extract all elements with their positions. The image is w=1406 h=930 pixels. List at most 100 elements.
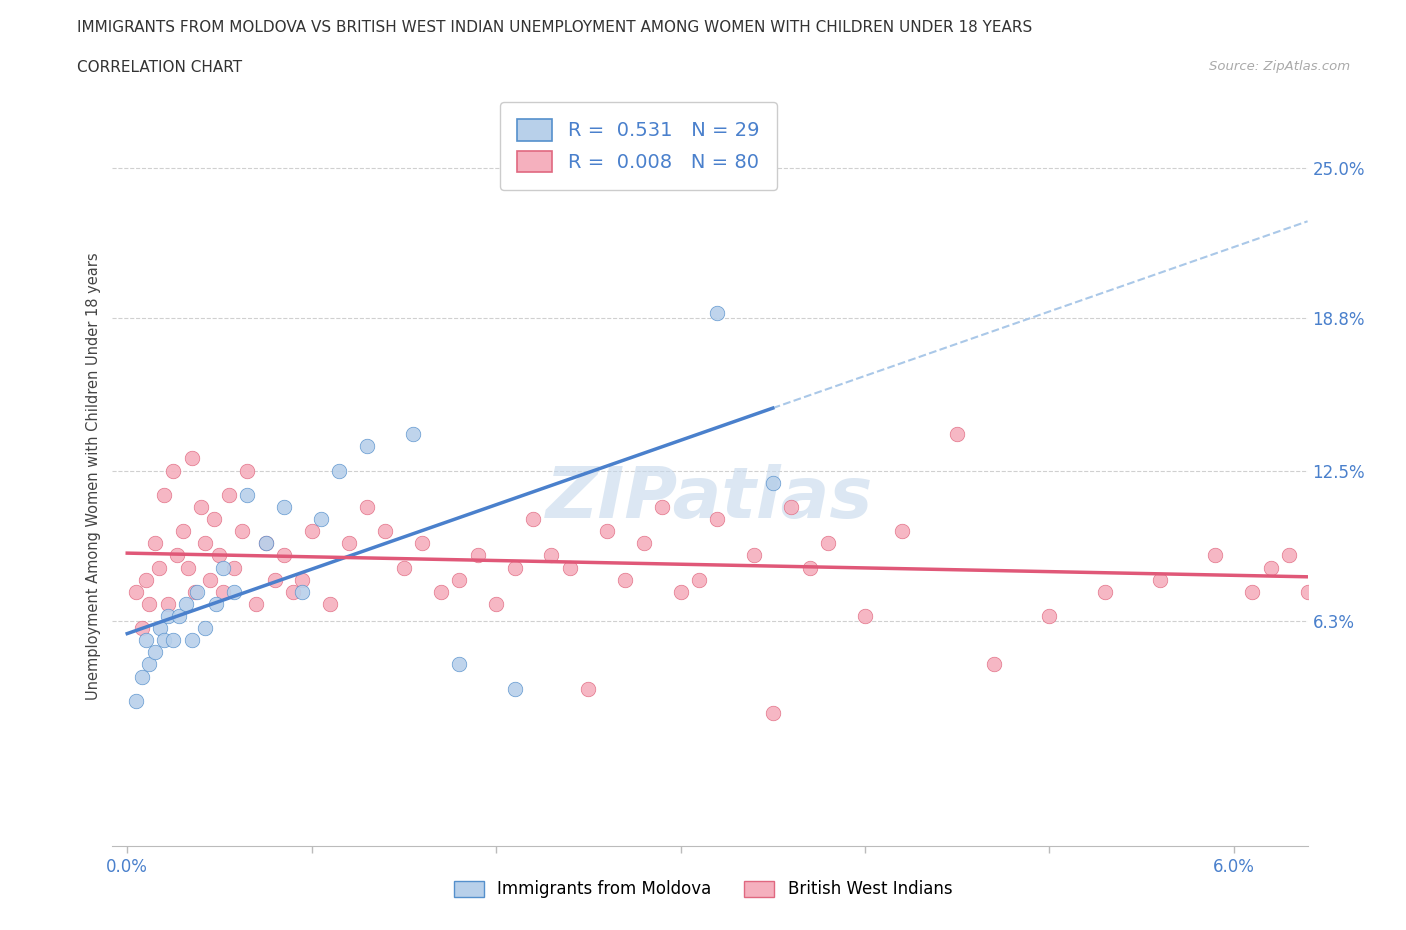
Point [706,306,728,321]
Point [309,512,332,526]
Point [337,536,360,551]
Point [212,560,235,575]
Point [224,584,246,599]
Point [149,620,172,635]
Point [283,584,305,599]
Point [202,512,225,526]
Point [156,608,179,623]
Point [411,536,433,551]
Point [177,560,200,575]
Point [429,584,451,599]
Point [596,524,619,538]
Point [231,524,253,538]
Point [1333,536,1355,551]
Point [633,536,655,551]
Y-axis label: Unemployment Among Women with Children Under 18 years: Unemployment Among Women with Children U… [86,253,101,700]
Point [983,658,1005,672]
Point [392,560,415,575]
Point [143,536,166,551]
Point [254,536,277,551]
Text: IMMIGRANTS FROM MOLDOVA VS BRITISH WEST INDIAN UNEMPLOYMENT AMONG WOMEN WITH CHI: IMMIGRANTS FROM MOLDOVA VS BRITISH WEST … [77,20,1032,35]
Point [200,572,222,587]
Point [319,596,342,611]
Point [291,584,314,599]
Point [167,608,190,623]
Point [273,548,295,563]
Text: ZIPatlas: ZIPatlas [547,464,873,533]
Point [224,560,246,575]
Text: Source: ZipAtlas.com: Source: ZipAtlas.com [1209,60,1350,73]
Point [138,596,160,611]
Point [946,427,969,442]
Point [356,439,378,454]
Point [180,632,202,647]
Point [135,632,157,647]
Point [522,512,544,526]
Point [576,682,599,697]
Point [208,548,231,563]
Point [890,524,912,538]
Point [174,596,197,611]
Point [762,706,785,721]
Point [780,499,803,514]
Point [1149,572,1171,587]
Point [236,487,259,502]
Point [212,584,235,599]
Point [1278,548,1301,563]
Point [467,548,489,563]
Point [166,548,188,563]
Point [1260,560,1282,575]
Point [218,487,240,502]
Point [131,620,153,635]
Point [449,572,471,587]
Point [204,596,226,611]
Point [125,694,148,709]
Point [148,560,170,575]
Point [153,632,176,647]
Text: CORRELATION CHART: CORRELATION CHART [77,60,242,75]
Point [1296,584,1319,599]
Point [853,608,876,623]
Legend: R =  0.531   N = 29, R =  0.008   N = 80: R = 0.531 N = 29, R = 0.008 N = 80 [499,102,778,190]
Point [156,596,179,611]
Point [263,572,285,587]
Point [328,463,350,478]
Legend: Immigrants from Moldova, British West Indians: Immigrants from Moldova, British West In… [447,873,959,905]
Point [190,499,212,514]
Point [1241,584,1264,599]
Point [402,427,425,442]
Point [301,524,323,538]
Point [503,560,526,575]
Point [194,620,217,635]
Point [138,658,160,672]
Point [1094,584,1116,599]
Point [236,463,259,478]
Point [762,475,785,490]
Point [172,524,194,538]
Point [131,670,153,684]
Point [194,536,217,551]
Point [143,644,166,659]
Point [669,584,692,599]
Point [614,572,637,587]
Point [1204,548,1226,563]
Point [153,487,176,502]
Point [273,499,295,514]
Point [742,548,765,563]
Point [186,584,208,599]
Point [180,451,202,466]
Point [651,499,673,514]
Point [706,512,728,526]
Point [254,536,277,551]
Point [449,658,471,672]
Point [245,596,267,611]
Point [799,560,821,575]
Point [125,584,148,599]
Point [485,596,508,611]
Point [291,572,314,587]
Point [558,560,581,575]
Point [503,682,526,697]
Point [1351,596,1374,611]
Point [1315,572,1337,587]
Point [135,572,157,587]
